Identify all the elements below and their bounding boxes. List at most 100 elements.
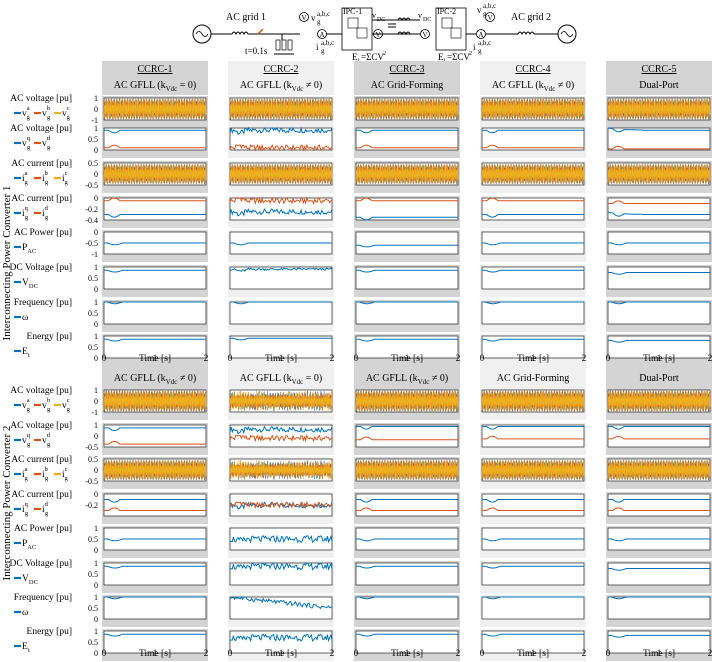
y-tick-label: 0 [94, 397, 98, 406]
y-tick-label: -0.4 [85, 216, 98, 225]
y-tick-label: 0 [94, 354, 98, 363]
case-label: CCRC-4 [515, 64, 550, 75]
legend-entry: ic g [62, 466, 69, 482]
x-tick-label: 1 [405, 648, 410, 658]
waveform-c [481, 390, 585, 412]
series-q [229, 425, 333, 435]
y-tick-label: 1 [94, 386, 98, 395]
waveform-c [607, 98, 711, 120]
axes-box [103, 127, 207, 151]
series-v [229, 267, 333, 272]
axes-box [103, 301, 207, 325]
y-tick-label: 0 [94, 170, 98, 179]
x-tick-label: 0 [606, 648, 611, 658]
column-header-band [606, 366, 712, 388]
x-tick-label: 1 [279, 648, 284, 658]
x-axis-label: Time [s] [139, 649, 171, 659]
column-header-band [606, 61, 712, 95]
legend-entry: PAC [22, 243, 36, 255]
axes-box [103, 562, 207, 586]
series-q [104, 499, 206, 503]
subplot [481, 335, 585, 359]
axes-box [103, 630, 207, 654]
waveform-c [355, 460, 459, 480]
row-label: AC voltage [pu] [10, 94, 72, 104]
series-e [608, 339, 710, 343]
energy-eq-sup-1: 2 [383, 51, 386, 57]
subplot [229, 126, 333, 152]
series-q [356, 426, 458, 430]
column-header-band [480, 61, 586, 95]
legend-entry: id g [42, 205, 49, 221]
axes-box [607, 424, 711, 448]
y-tick-label: -1 [91, 116, 98, 125]
subplot [607, 630, 711, 654]
subplot [229, 196, 333, 221]
legend-entry: vc g [62, 397, 71, 413]
column-header-band [228, 61, 334, 95]
subplot [229, 458, 333, 482]
y-tick-label: 0 [94, 649, 98, 658]
series-w [482, 301, 584, 305]
legend-entry: ia g [22, 170, 29, 186]
series-v [482, 565, 584, 569]
row-label: AC current [pu] [11, 490, 72, 500]
voltmeter-1-icon [299, 12, 309, 22]
y-tick-label: 0 [94, 490, 98, 499]
legend-entry: ib g [42, 466, 49, 482]
energy-eq-1: E [352, 52, 358, 62]
x-tick-label: 1 [279, 353, 284, 363]
series-e [356, 338, 458, 342]
axes-box [607, 630, 711, 654]
ig-label-2: i [473, 42, 476, 52]
waveform-c [229, 98, 333, 120]
subplot [481, 630, 585, 654]
subplot [355, 127, 459, 151]
series-d [104, 440, 206, 445]
y-tick-label: 0.5 [88, 604, 98, 613]
subplot [355, 596, 459, 620]
subplot [229, 335, 333, 359]
ac-grid-2-label: AC grid 2 [511, 12, 551, 23]
y-tick-label: -0.5 [85, 477, 98, 486]
series-d [356, 507, 458, 511]
y-tick-label: 1 [94, 627, 98, 636]
y-tick-label: 0.5 [88, 135, 98, 144]
axes-box [607, 266, 711, 290]
series-d [608, 435, 710, 440]
axes-box [481, 301, 585, 325]
series-w [608, 596, 710, 600]
ig-label-1: i [316, 42, 319, 52]
axes-box [355, 335, 459, 359]
axes-box [103, 493, 207, 517]
x-tick-label: 2 [456, 648, 461, 658]
series-e [482, 338, 584, 342]
y-tick-label: 1 [94, 94, 98, 103]
case-label: CCRC-1 [137, 64, 172, 75]
subplot [607, 97, 711, 121]
subplot [607, 231, 711, 255]
y-tick-label: 0.5 [88, 309, 98, 318]
row-label: AC current [pu] [11, 159, 72, 169]
axes-box [355, 493, 459, 517]
ac-source-2-icon [557, 24, 577, 44]
x-axis-label: Time [s] [643, 354, 675, 364]
y-tick-label: 0.5 [88, 455, 98, 464]
y-tick-label: 1 [94, 263, 98, 272]
series-d [356, 197, 458, 202]
axes-box [355, 231, 459, 255]
y-tick-label: 1 [94, 421, 98, 430]
waveform-c [103, 390, 207, 412]
subplot [103, 127, 207, 151]
series-q [482, 499, 584, 503]
group-label-ipc2: Interconnecting Power Converter 2 [1, 426, 13, 581]
axes-box [355, 301, 459, 325]
axes-box [481, 596, 585, 620]
ipc-1-label: IPC-1 [343, 7, 362, 16]
x-tick-label: 1 [657, 353, 662, 363]
series-v [229, 562, 333, 572]
series-q [104, 129, 206, 134]
series-e [356, 633, 458, 637]
column-header-band [228, 366, 334, 388]
